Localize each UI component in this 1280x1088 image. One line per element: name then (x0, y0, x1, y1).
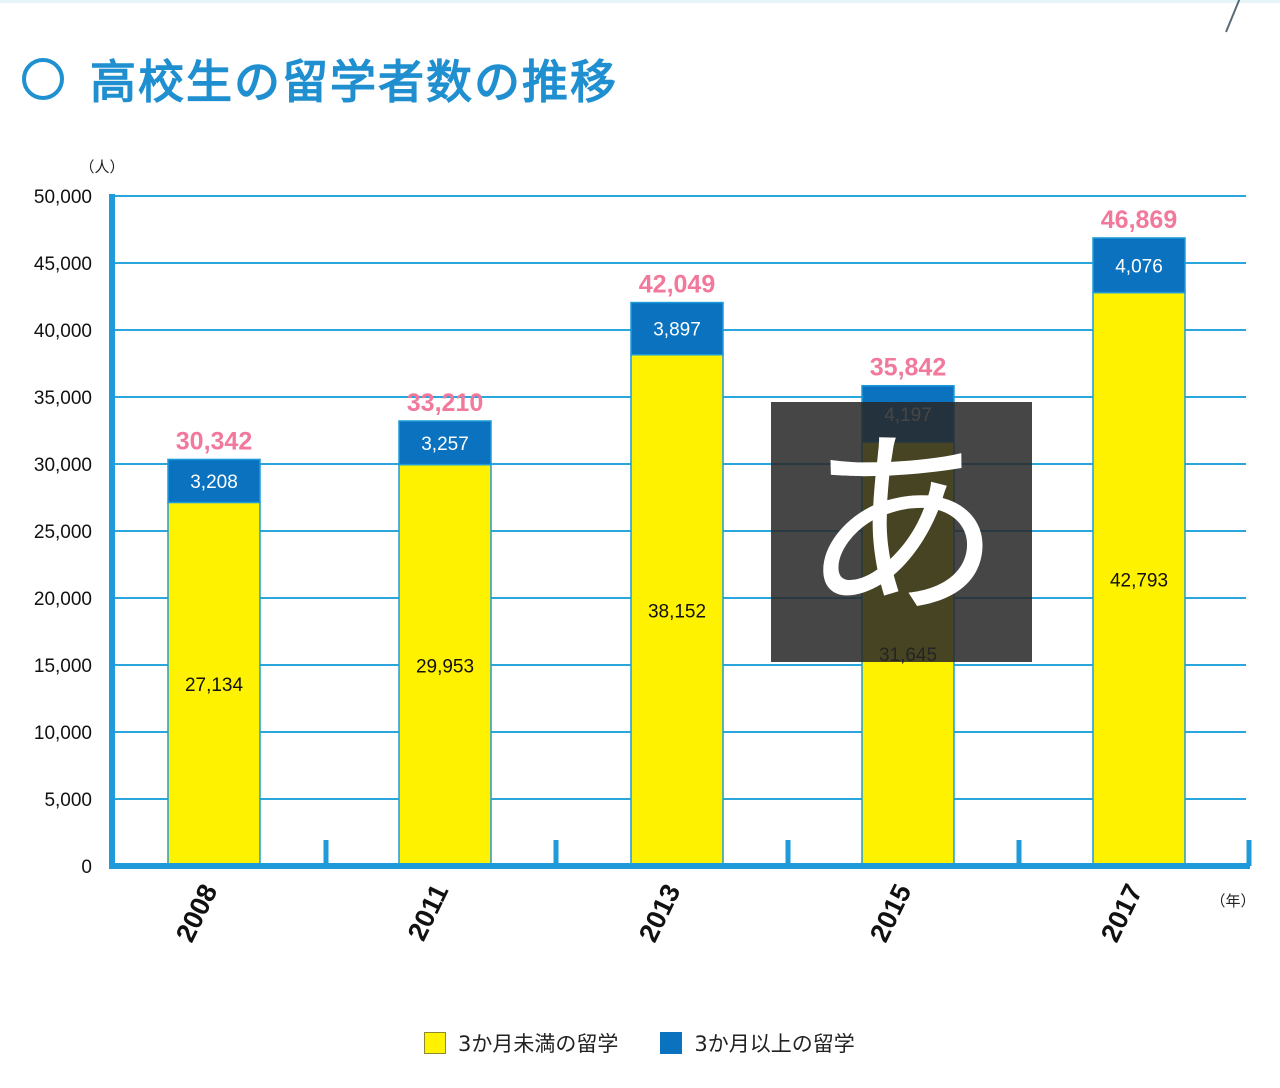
value-label-long-term-2013: 3,897 (653, 320, 701, 341)
legend-swatch-short-term (424, 1032, 446, 1054)
chart-title: 高校生の留学者数の推移 (90, 55, 618, 109)
bar-short-term-2013 (630, 354, 724, 867)
value-label-short-term-2017: 42,793 (1110, 570, 1168, 591)
total-label-2017: 46,869 (1101, 206, 1177, 234)
y-tick-label-10000: 10,000 (34, 723, 92, 744)
legend-item-short-term: 3か月未満の留学 (424, 1028, 618, 1058)
ime-indicator-overlay: あ (771, 402, 1032, 662)
bar-long-term-2017 (1092, 237, 1186, 294)
value-label-long-term-2011: 3,257 (421, 434, 469, 455)
total-label-2011: 33,210 (407, 389, 483, 417)
legend: 3か月未満の留学 3か月以上の留学 (424, 1028, 897, 1058)
y-tick-label-25000: 25,000 (34, 522, 92, 543)
x-tick-label-2011: 2011 (402, 879, 455, 945)
value-label-long-term-2017: 4,076 (1115, 256, 1163, 277)
y-tick-label-45000: 45,000 (34, 254, 92, 275)
legend-label-short-term: 3か月未満の留学 (458, 1032, 619, 1056)
bar-long-term-2008 (167, 458, 261, 504)
bar-long-term-2013 (630, 301, 724, 356)
y-tick-label-40000: 40,000 (34, 321, 92, 342)
value-label-short-term-2011: 29,953 (416, 656, 474, 677)
legend-swatch-long-term (660, 1032, 683, 1054)
value-label-long-term-2008: 3,208 (190, 472, 238, 493)
legend-label-long-term: 3か月以上の留学 (694, 1032, 855, 1056)
x-tick-label-2008: 2008 (170, 879, 223, 946)
value-label-short-term-2013: 38,152 (648, 601, 706, 622)
x-tick-label-2015: 2015 (864, 879, 917, 946)
y-tick-label-30000: 30,000 (34, 455, 92, 476)
title-circle-icon (22, 58, 64, 100)
y-tick-label-15000: 15,000 (34, 656, 92, 677)
y-tick-label-20000: 20,000 (34, 589, 92, 610)
top-border-line (0, 0, 1280, 3)
total-label-2015: 35,842 (870, 354, 946, 382)
value-label-short-term-2008: 27,134 (185, 675, 244, 696)
x-tick-label-2013: 2013 (633, 879, 686, 946)
bar-long-term-2011 (398, 420, 492, 466)
y-axis-unit-label: （人） (79, 158, 124, 176)
x-axis-unit-label: （年） (1210, 892, 1255, 910)
bar-short-term-2011 (398, 463, 492, 867)
bar-short-term-2017 (1092, 291, 1186, 867)
y-tick-label-0: 0 (81, 857, 92, 878)
legend-item-long-term: 3か月以上の留学 (660, 1028, 855, 1058)
y-tick-label-50000: 50,000 (34, 187, 92, 208)
bar-short-term-2008 (167, 501, 261, 867)
total-label-2008: 30,342 (176, 427, 252, 455)
total-label-2013: 42,049 (639, 271, 715, 299)
ime-hiragana-glyph: あ (801, 411, 1002, 644)
y-tick-label-5000: 5,000 (44, 790, 92, 811)
x-tick-label-2017: 2017 (1095, 879, 1148, 946)
y-tick-label-35000: 35,000 (34, 388, 92, 409)
chart-title-bar: 高校生の留学者数の推移 (22, 44, 618, 114)
corner-slash-decoration (1225, 0, 1241, 33)
